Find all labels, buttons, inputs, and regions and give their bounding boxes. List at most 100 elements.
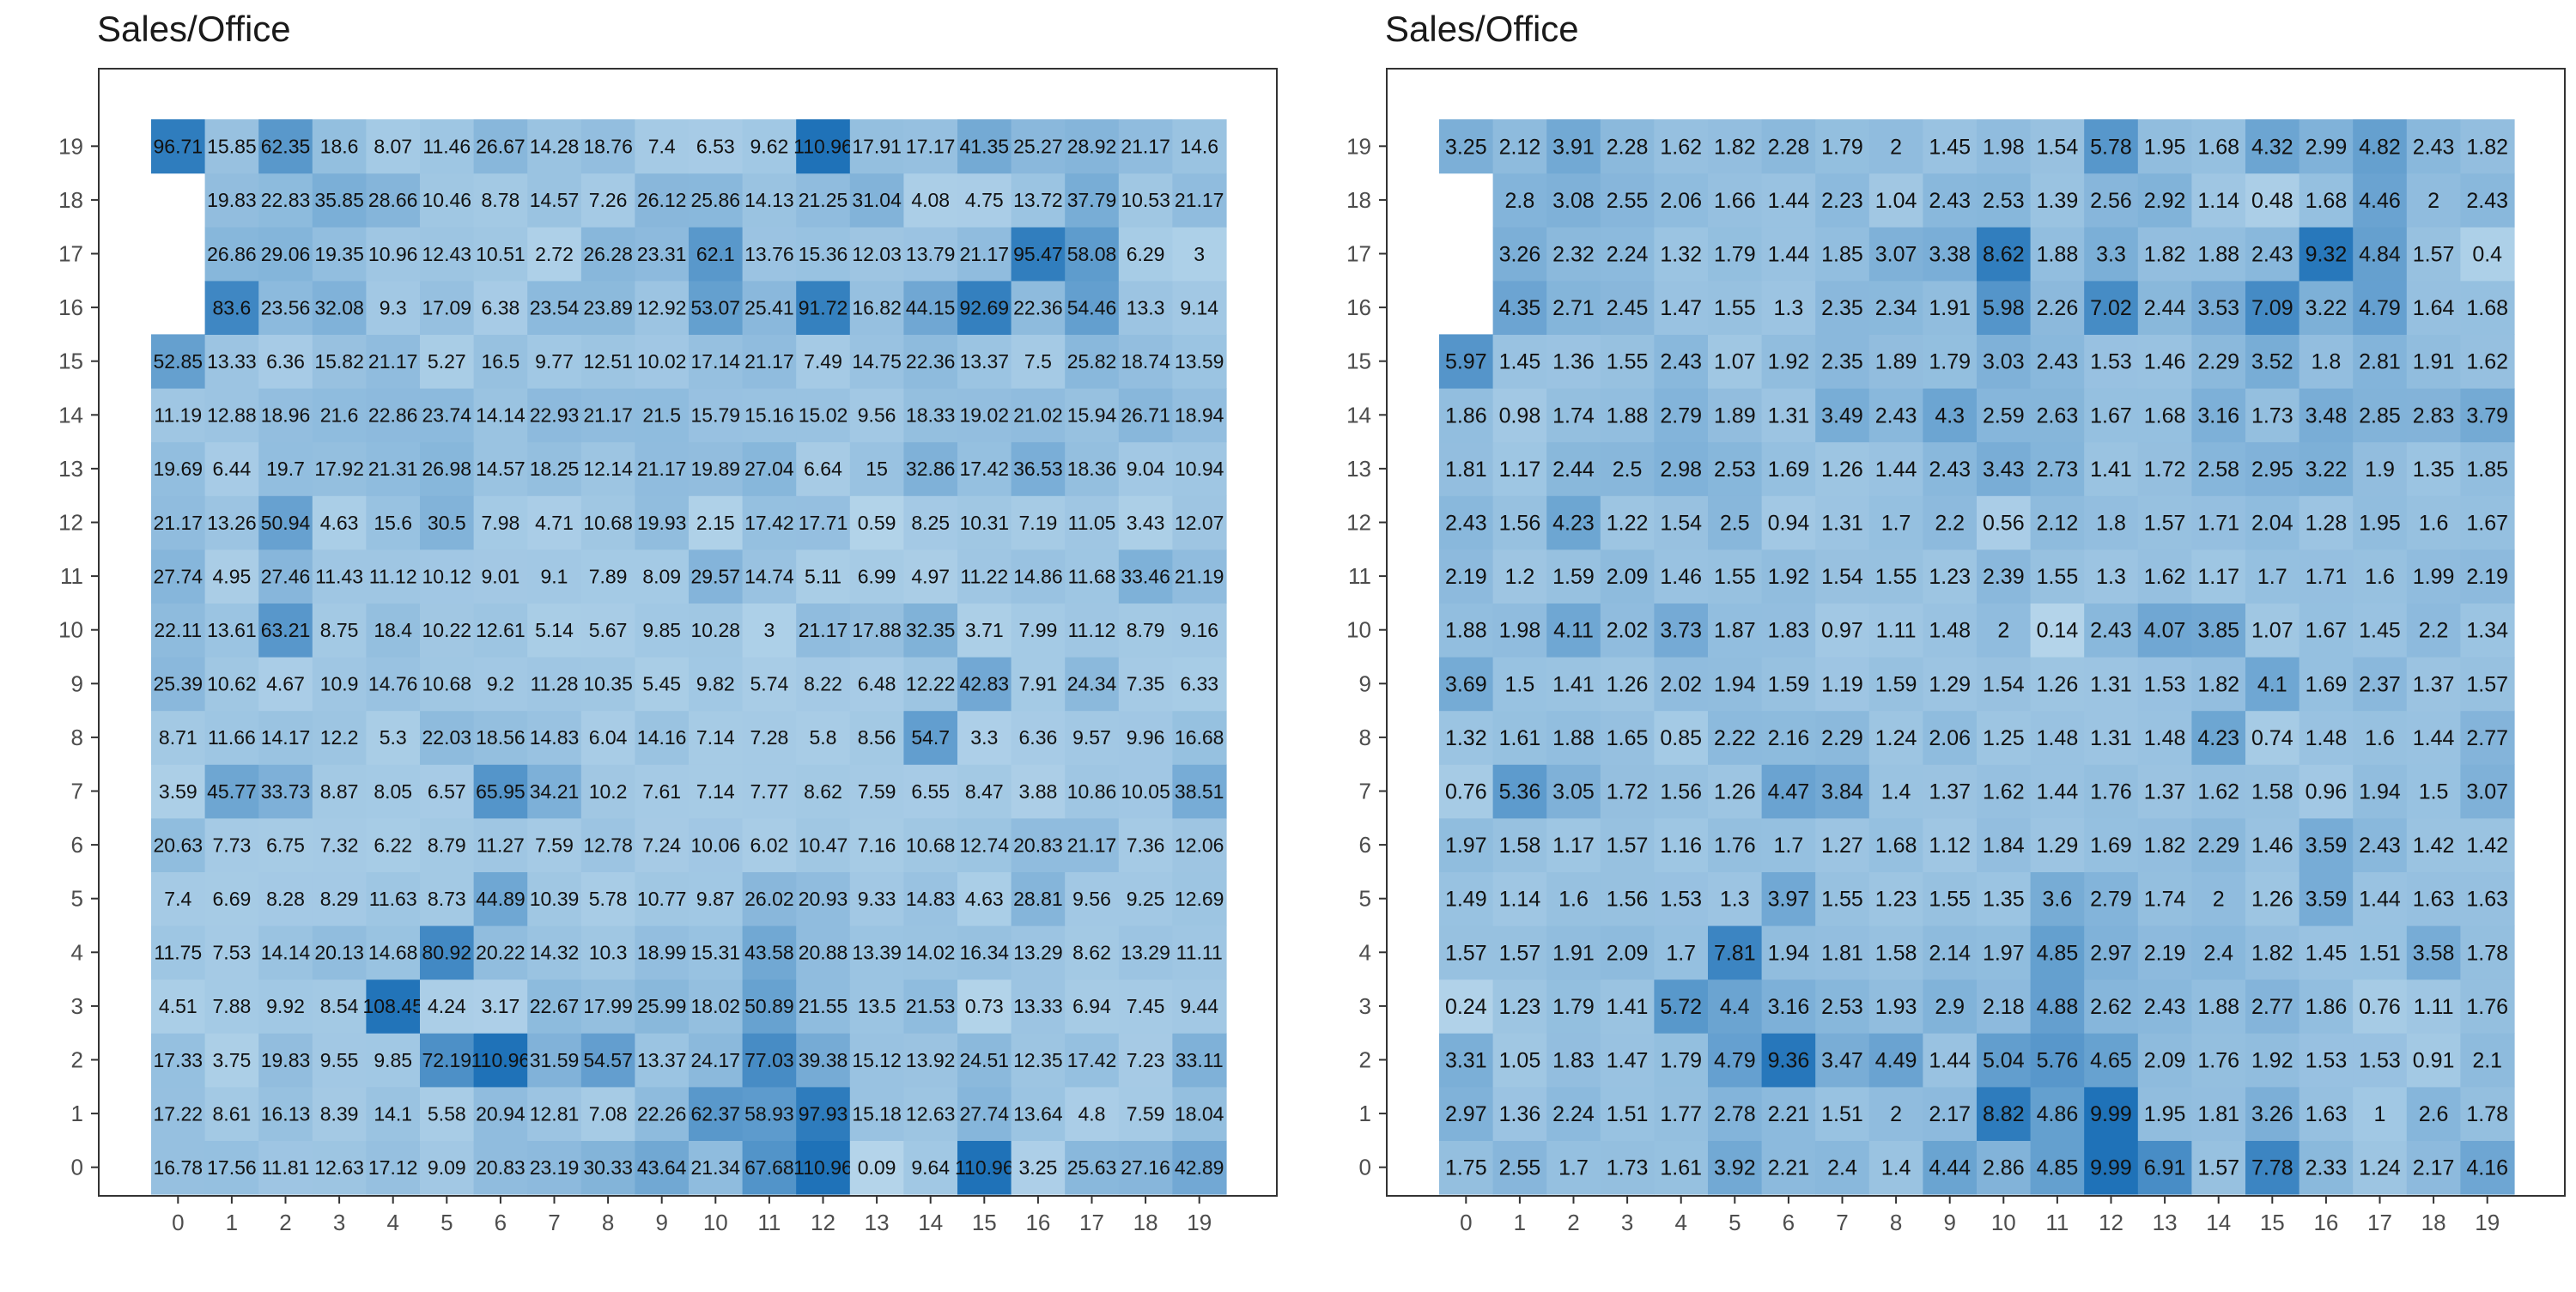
heatmap-cell bbox=[1654, 549, 1709, 604]
cell-value-label: 1.99 bbox=[2413, 565, 2455, 589]
cell-value-label: 2.83 bbox=[2413, 403, 2455, 428]
heatmap-cell bbox=[2353, 334, 2408, 389]
heatmap-cell bbox=[957, 280, 1012, 335]
cell-value-label: 1.69 bbox=[2090, 834, 2132, 858]
heatmap-cell bbox=[1815, 657, 1870, 712]
heatmap-cell bbox=[1600, 603, 1655, 658]
heatmap-cell bbox=[1118, 817, 1173, 872]
heatmap-cell bbox=[957, 549, 1012, 604]
heatmap-cell bbox=[473, 871, 528, 926]
heatmap-cell bbox=[742, 657, 797, 712]
heatmap-cell bbox=[1654, 764, 1709, 819]
cell-value-label: 1.7 bbox=[2257, 565, 2287, 589]
heatmap-cell bbox=[2191, 388, 2246, 443]
heatmap-cell bbox=[580, 119, 635, 174]
heatmap-cell bbox=[1977, 334, 2032, 389]
cell-value-label: 1.53 bbox=[2306, 1049, 2348, 1073]
cell-value-label: 9.56 bbox=[1072, 888, 1111, 910]
cell-value-label: 7.35 bbox=[1127, 673, 1165, 695]
heatmap-cell bbox=[796, 1086, 851, 1141]
cell-value-label: 5.97 bbox=[1445, 350, 1487, 374]
heatmap-cell bbox=[2460, 979, 2515, 1034]
y-tick-label: 6 bbox=[71, 832, 83, 858]
cell-value-label: 1.41 bbox=[2090, 458, 2132, 482]
cell-value-label: 1.59 bbox=[1552, 565, 1595, 589]
cell-value-label: 7.09 bbox=[2251, 296, 2293, 320]
cell-value-label: 2.78 bbox=[1714, 1102, 1756, 1126]
heatmap-cell bbox=[2245, 334, 2300, 389]
cell-value-label: 26.12 bbox=[637, 189, 687, 211]
cell-value-label: 4.23 bbox=[1552, 512, 1595, 536]
cell-value-label: 15.18 bbox=[852, 1102, 902, 1125]
cell-value-label: 0.59 bbox=[858, 512, 896, 534]
heatmap-cell bbox=[903, 871, 958, 926]
cell-value-label: 1.69 bbox=[1768, 458, 1810, 482]
heatmap-cell bbox=[2137, 603, 2192, 658]
cell-value-label: 1.36 bbox=[1499, 1102, 1541, 1126]
heatmap-cell bbox=[420, 495, 475, 550]
heatmap-cell bbox=[635, 280, 690, 335]
heatmap-cell bbox=[2030, 657, 2085, 712]
heatmap-cell bbox=[635, 173, 690, 227]
heatmap-cell bbox=[849, 1140, 904, 1195]
heatmap-cell bbox=[204, 119, 259, 174]
cell-value-label: 11.05 bbox=[1068, 512, 1116, 534]
heatmap-cell bbox=[1600, 1140, 1655, 1195]
cell-value-label: 19.7 bbox=[266, 458, 305, 480]
cell-value-label: 2.95 bbox=[2251, 458, 2293, 482]
heatmap-cell bbox=[580, 871, 635, 926]
cell-value-label: 6.38 bbox=[482, 296, 520, 318]
cell-value-label: 9.36 bbox=[1768, 1049, 1810, 1073]
heatmap-cell bbox=[1708, 334, 1763, 389]
heatmap-cell bbox=[1065, 871, 1120, 926]
cell-value-label: 1.93 bbox=[1875, 995, 1917, 1019]
x-tick-label: 5 bbox=[440, 1210, 453, 1235]
heatmap-cell bbox=[689, 871, 744, 926]
cell-value-label: 27.16 bbox=[1121, 1156, 1170, 1179]
cell-value-label: 1.67 bbox=[2306, 619, 2348, 643]
x-tick-label: 13 bbox=[865, 1210, 890, 1235]
heatmap-cell bbox=[2299, 657, 2354, 712]
cell-value-label: 1.37 bbox=[2144, 780, 2186, 804]
cell-value-label: 1.62 bbox=[1660, 135, 1702, 159]
heatmap-cell bbox=[1118, 388, 1173, 443]
heatmap-cell bbox=[1923, 227, 1978, 282]
cell-value-label: 13.37 bbox=[637, 1049, 687, 1071]
cell-value-label: 17.33 bbox=[154, 1049, 204, 1071]
y-tick-label: 11 bbox=[1348, 563, 1371, 589]
cell-value-label: 15.36 bbox=[799, 243, 848, 265]
heatmap-cell bbox=[1439, 764, 1494, 819]
heatmap-cell bbox=[1546, 817, 1601, 872]
heatmap-cell bbox=[1118, 1086, 1173, 1141]
cell-value-label: 4.88 bbox=[2037, 995, 2079, 1019]
heatmap-cell bbox=[420, 441, 475, 496]
heatmap-cell bbox=[1065, 817, 1120, 872]
cell-value-label: 2.23 bbox=[1821, 189, 1863, 213]
cell-value-label: 10.68 bbox=[422, 673, 472, 695]
heatmap-cell bbox=[1546, 657, 1601, 712]
heatmap-cell bbox=[1868, 657, 1923, 712]
heatmap-cell bbox=[2406, 388, 2461, 443]
cell-value-label: 11.12 bbox=[369, 565, 417, 587]
cell-value-label: 1.92 bbox=[2251, 1049, 2293, 1073]
heatmap-cell bbox=[527, 871, 582, 926]
heatmap-cell bbox=[1600, 227, 1655, 282]
heatmap-cell bbox=[742, 979, 797, 1034]
heatmap-cell bbox=[366, 603, 421, 658]
heatmap-cell bbox=[312, 173, 367, 227]
y-tick-label: 11 bbox=[60, 563, 83, 589]
heatmap-cell bbox=[1011, 173, 1066, 227]
cell-value-label: 19.89 bbox=[691, 458, 741, 480]
cell-value-label: 10.68 bbox=[583, 512, 633, 534]
cell-value-label: 1.85 bbox=[1821, 243, 1863, 267]
heatmap-cell bbox=[796, 227, 851, 282]
heatmap-cell bbox=[527, 495, 582, 550]
y-tick-label: 7 bbox=[71, 779, 83, 804]
cell-value-label: 1.79 bbox=[1660, 1049, 1702, 1073]
heatmap-cell bbox=[2084, 549, 2139, 604]
cell-value-label: 10.46 bbox=[422, 189, 472, 211]
heatmap-cell bbox=[1492, 710, 1547, 765]
cell-value-label: 3.59 bbox=[2306, 888, 2348, 912]
heatmap-cell bbox=[1172, 925, 1227, 980]
cell-value-label: 14.02 bbox=[906, 942, 956, 964]
